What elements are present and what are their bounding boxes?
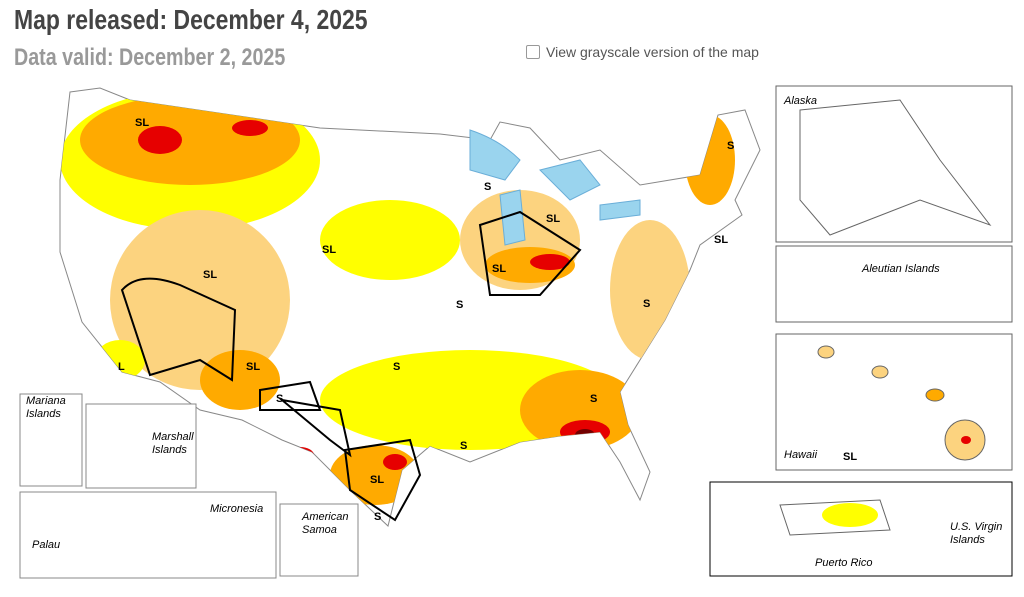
title: Map released: December 4, 2025 [14, 4, 368, 35]
hawaii-map-label: SL [843, 451, 857, 463]
map-label: SL [203, 269, 217, 281]
mariana-box [19, 393, 83, 487]
map-label: S [460, 440, 467, 452]
micronesia-box [19, 491, 277, 579]
marshall-box [85, 403, 197, 489]
map-label: SL [492, 263, 506, 275]
virgin-islands-label: U.S. Virgin Islands [950, 521, 1002, 546]
micronesia-label: Micronesia [210, 503, 263, 515]
aleutian-box [775, 245, 1013, 323]
checkbox[interactable] [526, 45, 540, 59]
samoa-label: American Samoa [301, 511, 348, 536]
map-label: S [374, 511, 381, 523]
map-label: SL [370, 474, 384, 486]
marshall-label: Marshall Islands [152, 431, 194, 456]
puerto-rico-label: Puerto Rico [815, 557, 872, 569]
map-label: SL [714, 234, 728, 246]
map-label: SL [135, 117, 149, 129]
map-label: SL [246, 361, 260, 373]
aleutian-label: Aleutian Islands [861, 263, 940, 275]
great-lakes [469, 129, 641, 246]
map-label: L [118, 361, 125, 373]
palau-label: Palau [32, 539, 60, 551]
alaska-label: Alaska [783, 95, 817, 107]
map-label: S [590, 393, 597, 405]
subtitle: Data valid: December 2, 2025 [14, 44, 286, 71]
map-label: S [393, 361, 400, 373]
map-label: S [484, 181, 491, 193]
hawaii-label: Hawaii [784, 449, 818, 461]
alaska-shape [799, 99, 992, 236]
map-label: S [456, 299, 463, 311]
map-label: SL [546, 213, 560, 225]
map-label: SL [322, 244, 336, 256]
grayscale-toggle[interactable]: View grayscale version of the map [526, 44, 759, 60]
map-label: S [643, 298, 650, 310]
impact-boundaries [120, 210, 582, 522]
mariana-label: Mariana Islands [26, 395, 66, 420]
map-label: S [276, 393, 283, 405]
grayscale-label: View grayscale version of the map [546, 44, 759, 60]
map-label: S [727, 140, 734, 152]
samoa-box [279, 503, 359, 577]
